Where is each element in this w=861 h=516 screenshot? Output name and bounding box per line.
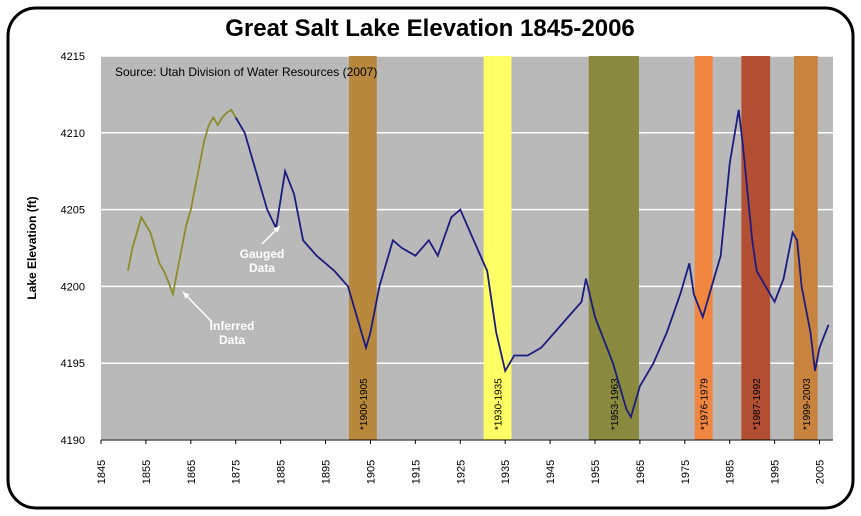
annotation-text: Data: [219, 333, 245, 347]
x-tick-label: 1945: [545, 460, 557, 484]
x-tick-label: 1875: [231, 460, 243, 484]
band-label: *1987-1992: [752, 378, 763, 430]
drought-band: [588, 56, 639, 440]
source-note: Source: Utah Division of Water Resources…: [115, 65, 377, 79]
chart-title: Great Salt Lake Elevation 1845-2006: [225, 15, 635, 42]
x-tick-label: 1865: [186, 460, 198, 484]
y-axis-label: Lake Elevation (ft): [25, 196, 39, 299]
y-tick-label: 4190: [61, 435, 85, 447]
annotation-text: Inferred: [210, 319, 255, 333]
band-label: *1953-1963: [610, 378, 621, 430]
x-tick-label: 1895: [321, 460, 333, 484]
band-label: *1900-1905: [359, 378, 370, 430]
series-line: [127, 108, 237, 298]
y-tick-label: 4195: [61, 358, 85, 370]
x-tick-label: 2005: [815, 460, 827, 484]
x-tick-label: 1975: [680, 460, 692, 484]
band-label: *1976-1979: [700, 378, 711, 430]
x-tick-label: 1955: [590, 460, 602, 484]
y-tick-label: 4200: [61, 281, 85, 293]
x-tick-label: 1855: [141, 460, 153, 484]
x-tick-label: 1845: [96, 460, 108, 484]
drought-band: [483, 56, 512, 440]
drought-band: [348, 56, 377, 440]
y-tick-label: 4215: [61, 51, 85, 63]
title-backdrop: [150, 14, 710, 48]
x-tick-label: 1915: [410, 460, 422, 484]
y-tick-label: 4210: [61, 128, 85, 140]
series-line: [234, 109, 830, 420]
annotation-arrowhead: [183, 292, 190, 299]
x-tick-label: 1995: [770, 460, 782, 484]
x-tick-label: 1935: [500, 460, 512, 484]
annotation-arrowhead: [273, 226, 280, 233]
x-tick-label: 1965: [635, 460, 647, 484]
x-tick-label: 1905: [365, 460, 377, 484]
x-tick-label: 1925: [455, 460, 467, 484]
annotation-text: Gauged: [240, 247, 285, 261]
band-label: *1999-2003: [802, 378, 813, 430]
annotation-text: Data: [249, 261, 275, 275]
x-tick-label: 1985: [725, 460, 737, 484]
drought-band: [741, 56, 771, 440]
x-tick-label: 1885: [276, 460, 288, 484]
band-label: *1930-1935: [494, 378, 505, 430]
drought-band: [694, 56, 713, 440]
y-tick-label: 4205: [61, 205, 85, 217]
plot-background: [101, 56, 833, 440]
annotation-arrow: [182, 291, 213, 323]
